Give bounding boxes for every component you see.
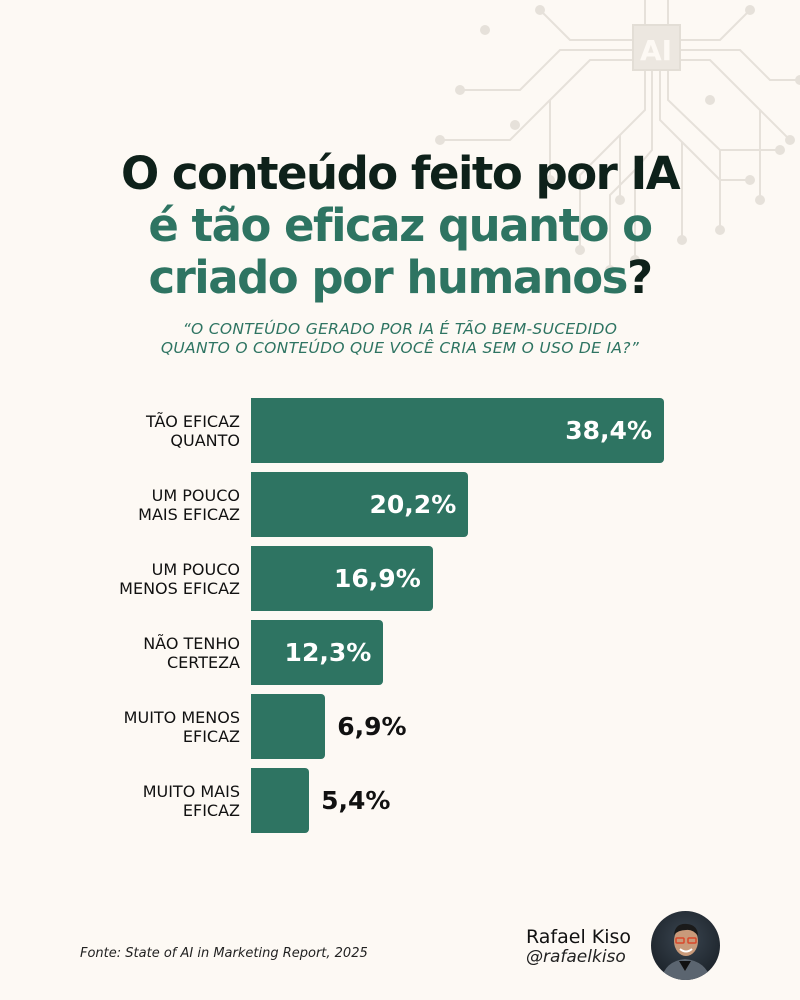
question-line-2: QUANTO O CONTEÚDO QUE VOCÊ CRIA SEM O US… — [160, 339, 640, 357]
circuit-decoration: AI — [435, 0, 800, 275]
value-label: 5,4% — [321, 786, 391, 815]
ai-chip-logo: AI — [640, 34, 672, 67]
category-label-line: MENOS EFICAZ — [119, 579, 240, 598]
category-label-line: EFICAZ — [182, 727, 240, 746]
title-line-2: é tão eficaz quanto o — [148, 199, 653, 252]
bar — [251, 768, 310, 833]
survey-question: “O CONTEÚDO GERADO POR IA É TÃO BEM-SUCE… — [0, 320, 800, 358]
category-label: NÃO TENHO CERTEZA — [40, 634, 240, 672]
value-label: 12,3% — [284, 638, 372, 667]
category-label-line: UM POUCO — [151, 560, 240, 579]
value-label: 6,9% — [337, 712, 407, 741]
title-question-mark: ? — [626, 251, 653, 304]
value-label: 38,4% — [565, 416, 652, 445]
category-label-line: MUITO MAIS — [142, 782, 240, 801]
value-label: 16,9% — [334, 564, 421, 593]
category-label: UM POUCO MAIS EFICAZ — [40, 486, 240, 524]
bar — [251, 694, 326, 759]
page-title: O conteúdo feito por IA é tão eficaz qua… — [0, 148, 800, 304]
author-name: Rafael Kiso — [526, 926, 632, 948]
bar — [251, 620, 384, 685]
bar-chart: TÃO EFICAZ QUANTO 38,4% UM POUCO MAIS EFICAZ… — [0, 390, 800, 850]
category-label-line: UM POUCO — [151, 486, 240, 505]
category-label-line: MUITO MENOS — [123, 708, 240, 727]
category-label: UM POUCO MENOS EFICAZ — [40, 560, 240, 598]
avatar — [651, 911, 720, 980]
category-label-line: EFICAZ — [182, 801, 240, 820]
category-label-line: QUANTO — [170, 431, 240, 450]
category-label: MUITO MENOS EFICAZ — [40, 708, 240, 746]
author-handle: @rafaelkiso — [526, 947, 626, 967]
value-label: 20,2% — [369, 490, 457, 519]
question-line-1: “O CONTEÚDO GERADO POR IA É TÃO BEM-SUCE… — [182, 320, 618, 338]
title-line-1: O conteúdo feito por IA — [120, 147, 681, 200]
bar — [251, 472, 469, 537]
category-label-line: TÃO EFICAZ — [146, 412, 240, 431]
source-note: Fonte: State of AI in Marketing Report, … — [80, 946, 368, 961]
category-label: TÃO EFICAZ QUANTO — [40, 412, 240, 450]
bar — [251, 546, 433, 611]
category-label-line: NÃO TENHO — [143, 634, 240, 653]
category-label: MUITO MAIS EFICAZ — [40, 782, 240, 820]
category-label-line: MAIS EFICAZ — [138, 505, 240, 524]
title-line-3: criado por humanos — [148, 251, 628, 304]
bar — [251, 398, 664, 463]
category-label-line: CERTEZA — [166, 653, 240, 672]
